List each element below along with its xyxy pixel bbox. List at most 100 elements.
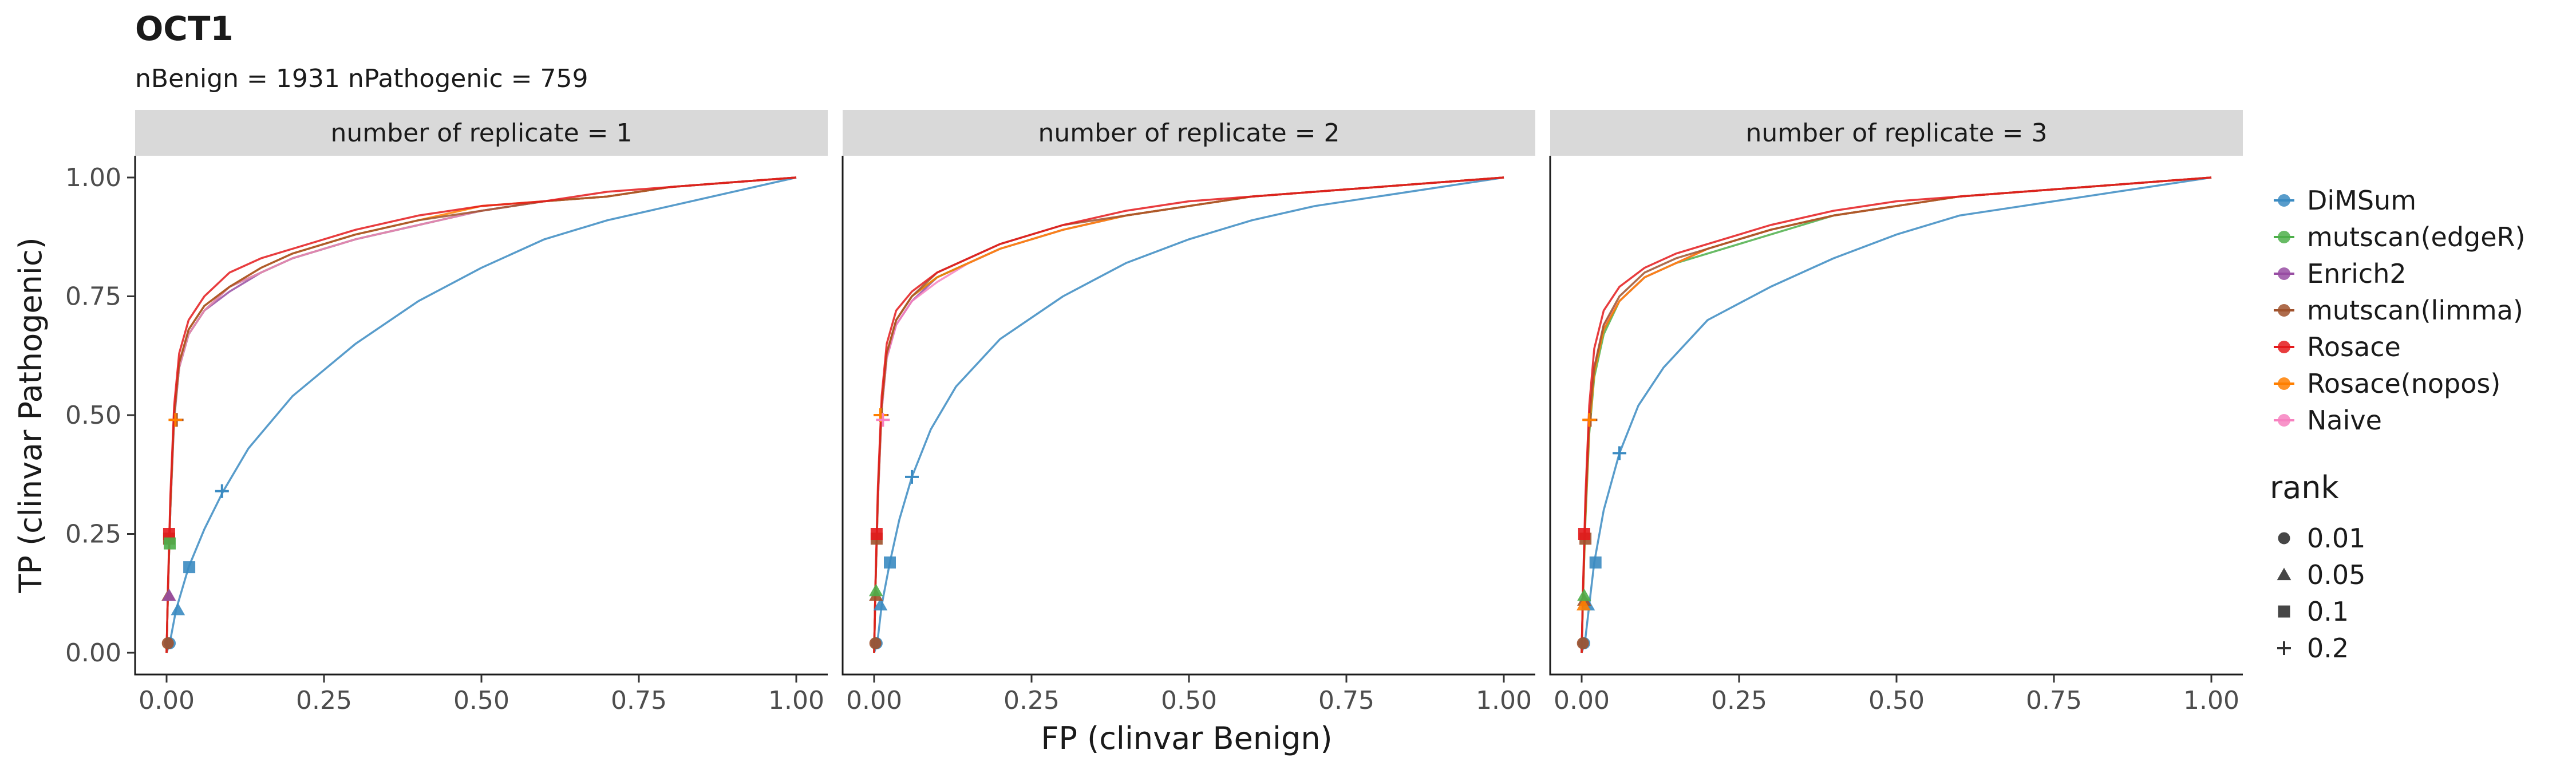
roc-line-mutscan-limma [873,176,1504,653]
y-tick-label: 0.50 [65,401,121,430]
legend-label: Rosace [2307,332,2401,362]
roc-line-enrich2 [165,176,797,653]
roc-line-mutscan-limma [165,176,797,653]
legend-label: DiMSum [2307,185,2416,216]
rank-marker-mutscan-limma-0-01 [869,637,882,649]
y-tick-label: 0.00 [65,638,121,668]
y-tick-label: 0.25 [65,520,121,549]
chart-title: OCT1 [135,9,234,48]
legend-item-dimsum: DiMSum [2274,185,2416,216]
rank-marker-mutscan-edger-0-05 [1577,588,1591,601]
legend-item-mutscan-edger: mutscan(edgeR) [2274,222,2525,253]
rank-marker-dimsum-0-05 [171,602,185,616]
shape-legend-item-0-05: 0.05 [2277,559,2365,590]
shape-legend-label: 0.1 [2307,596,2349,627]
x-tick-label: 0.00 [846,686,902,715]
shape-legend-key-plus [2277,641,2291,655]
legend-label: mutscan(limma) [2307,295,2523,326]
legend-key-dot [2278,414,2290,427]
x-tick-label: 1.00 [768,686,824,715]
legend-label: Rosace(nopos) [2307,368,2500,399]
x-tick-label: 0.25 [1711,686,1767,715]
x-tick-label: 1.00 [1476,686,1532,715]
roc-line-dimsum [1581,176,2212,653]
chart-subtitle: nBenign = 1931 nPathogenic = 759 [135,64,588,93]
rank-marker-dimsum-0-1 [1589,556,1602,569]
y-axis-title: TP (clinvar Pathogenic) [13,237,49,593]
shape-legend-item-0-01: 0.01 [2278,523,2365,554]
facet-strip [843,110,1535,156]
legend-item-naive: Naive [2274,405,2382,436]
x-tick-label: 0.50 [1161,686,1217,715]
legend-key-dot [2278,267,2290,280]
rank-marker-dimsum-0-2 [905,470,919,484]
legend-key-dot [2278,231,2290,243]
rank-marker-mutscan-limma-0-01 [161,637,174,649]
roc-line-naive [165,176,797,653]
x-tick-label: 0.75 [611,686,667,715]
axis-lines [134,156,828,676]
legend-label: Enrich2 [2307,258,2407,289]
legend-item-enrich2: Enrich2 [2274,258,2407,289]
x-tick-label: 0.25 [1003,686,1060,715]
axis-lines [1549,156,2243,676]
facet-strip-label: number of replicate = 2 [1038,119,1340,148]
shape-legend-key-circle [2278,532,2290,545]
rank-marker-dimsum-0-05 [873,598,888,611]
rank-marker-rosace-0-1 [870,528,883,540]
legend-item-mutscan-limma: mutscan(limma) [2274,295,2523,326]
shape-legend-title: rank [2270,470,2340,506]
shape-legend-key-square [2278,605,2290,618]
y-tick-label: 1.00 [65,163,121,192]
legend-key-dot [2278,304,2290,317]
facet-panel-3: number of replicate = 3 0.00 0.25 0.50 0.75 1… [1549,110,2243,715]
facet-panels: number of replicate = 1 0.00 0.25 0.50 0.75 1… [65,110,2243,715]
shape-legend-label: 0.01 [2307,523,2365,554]
roc-line-naive [1581,176,2212,653]
rank-marker-mutscan-edger-0-05 [868,583,883,597]
roc-line-enrich2 [873,176,1504,653]
roc-line-naive [873,176,1504,653]
facet-strip [135,110,828,156]
roc-line-mutscan-edger [873,176,1504,653]
rank-marker-dimsum-0-1 [884,556,896,569]
rank-marker-mutscan-edger-0-1 [164,537,176,550]
facet-strip-label: number of replicate = 1 [331,119,633,148]
rank-marker-mutscan-limma-0-01 [1577,637,1589,649]
roc-line-enrich2 [1581,176,2212,653]
roc-line-dimsum [873,176,1504,653]
facet-panel-2: number of replicate = 2 0.00 0.25 0.50 0.75 1… [841,110,1535,715]
x-tick-label: 0.75 [2026,686,2082,715]
shape-legend-key-triangle [2277,567,2291,581]
roc-line-rosace [873,176,1504,653]
roc-line-mutscan-edger [165,176,797,653]
legend-label: mutscan(edgeR) [2307,222,2525,253]
roc-line-mutscan-edger [1581,176,2212,653]
roc-line-dimsum [165,176,797,653]
rank-marker-enrich2-0-05 [162,588,176,601]
y-tick-label: 0.75 [65,282,121,311]
legend: DiMSum mutscan(edgeR) Enrich2 mutscan(limma… [2270,185,2525,664]
x-tick-label: 0.75 [1318,686,1374,715]
legend-key-dot [2278,377,2290,390]
shape-legend-item-0-1: 0.1 [2278,596,2349,627]
roc-line-rosace-nopos [165,176,797,653]
x-tick-label: 0.00 [1554,686,1610,715]
facet-strip [1550,110,2243,156]
shape-legend-label: 0.05 [2307,559,2365,590]
rank-marker-rosace-nopos-0-05 [1576,598,1591,611]
roc-line-rosace [165,176,797,653]
legend-key-dot [2278,194,2290,207]
rank-marker-naive-0-2 [876,413,890,427]
rank-marker-rosace-nopos-0-2 [168,413,183,427]
axis-lines [841,156,1535,676]
x-tick-label: 1.00 [2183,686,2239,715]
roc-line-rosace [1581,176,2212,653]
roc-line-mutscan-limma [1581,176,2212,653]
legend-label: Naive [2307,405,2382,436]
shape-legend-item-0-2: 0.2 [2277,633,2349,664]
rank-marker-dimsum-0-1 [183,561,196,574]
x-tick-label: 0.25 [296,686,352,715]
facet-panel-1: number of replicate = 1 0.00 0.25 0.50 0.75 1… [65,110,828,715]
